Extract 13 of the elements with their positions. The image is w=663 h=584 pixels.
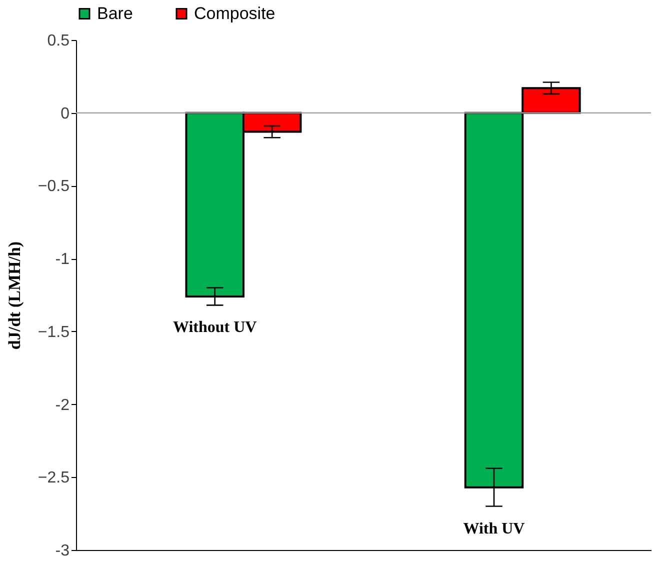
legend-label: Bare <box>97 4 133 23</box>
x-tick-label: With UV <box>463 520 526 538</box>
y-tick-label: -2 <box>55 396 70 414</box>
y-tick-label: −0.5 <box>38 178 70 196</box>
x-tick-label: Without UV <box>173 319 258 336</box>
y-tick-label: -3 <box>55 542 70 560</box>
y-tick-label: −2.5 <box>38 470 70 487</box>
y-axis-title: dJ/dt (LMH/h) <box>4 241 24 350</box>
legend-label: Composite <box>194 4 276 23</box>
y-tick-label: −1.5 <box>38 324 70 341</box>
y-tick-label: 0 <box>60 105 70 122</box>
y-tick-label: -1 <box>55 251 70 268</box>
y-tick-label: 0.5 <box>47 32 70 50</box>
